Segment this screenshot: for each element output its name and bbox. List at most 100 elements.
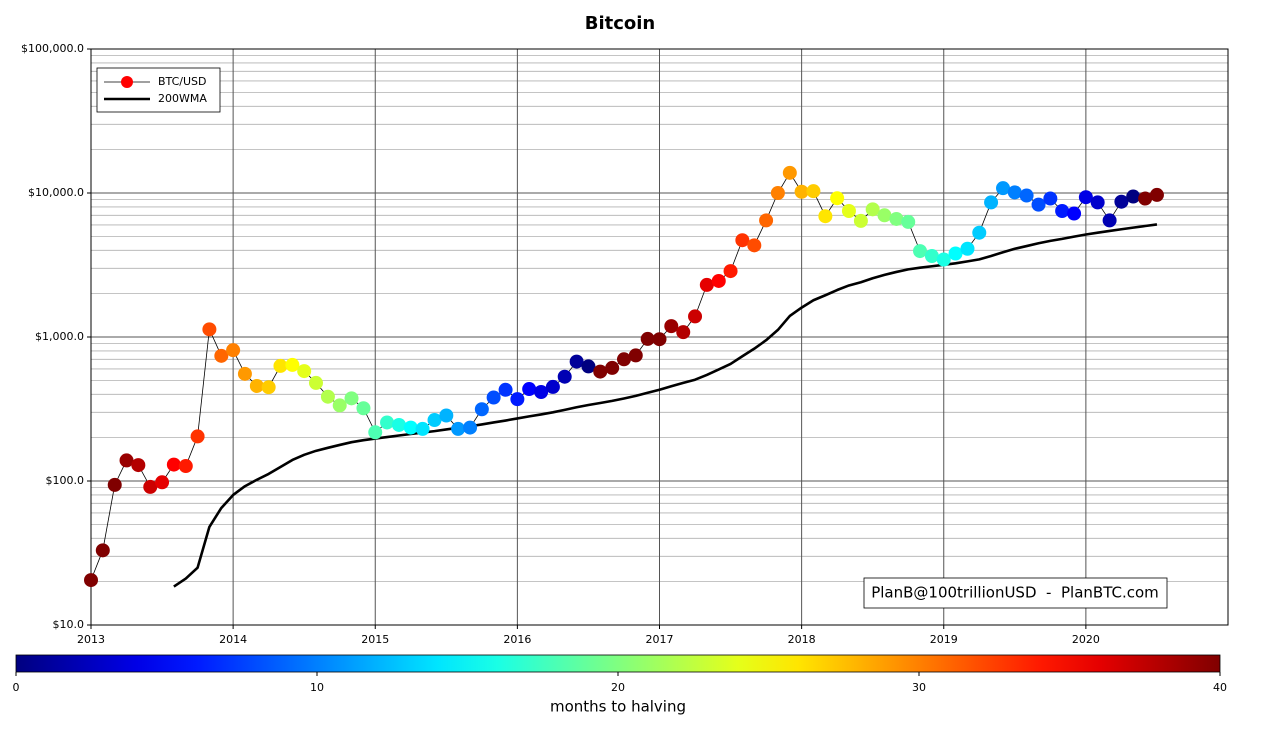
- btc-point: [451, 421, 466, 436]
- btc-point: [119, 453, 134, 468]
- colorbar-tick-label: 20: [611, 681, 625, 694]
- btc-point: [676, 325, 691, 340]
- btc-point: [486, 390, 501, 405]
- btc-point: [344, 391, 359, 406]
- y-tick-label: $100.0: [46, 474, 85, 487]
- btc-point: [984, 195, 999, 210]
- btc-point: [628, 348, 643, 363]
- x-tick-label: 2019: [930, 633, 958, 646]
- btc-point: [261, 380, 276, 395]
- btc-point: [285, 357, 300, 372]
- btc-point: [782, 165, 797, 180]
- btc-point: [273, 358, 288, 373]
- btc-point: [463, 420, 478, 435]
- colorbar-tick-label: 0: [13, 681, 20, 694]
- btc-point: [1067, 206, 1082, 221]
- btc-point: [1138, 191, 1153, 206]
- btc-point: [711, 273, 726, 288]
- plot-frame: [90, 48, 1229, 626]
- btc-point: [889, 211, 904, 226]
- btc-point: [403, 420, 418, 435]
- btc-point: [143, 479, 158, 494]
- y-tick-label: $10.0: [53, 618, 85, 631]
- btc-point: [474, 402, 489, 417]
- y-tick-label: $100,000.0: [21, 42, 84, 55]
- btc-point: [1031, 197, 1046, 212]
- btc-point: [226, 343, 241, 358]
- btc-point: [1019, 188, 1034, 203]
- btc-point: [605, 360, 620, 375]
- colorbar-label: months to halving: [550, 698, 686, 716]
- btc-point: [960, 241, 975, 256]
- btc-point: [830, 191, 845, 206]
- btc-point: [818, 209, 833, 224]
- btc-point: [1149, 187, 1164, 202]
- btc-point: [84, 573, 98, 588]
- btc-point: [841, 203, 856, 218]
- x-tick-label: 2014: [219, 633, 247, 646]
- btc-point: [332, 398, 347, 413]
- btc-point: [865, 202, 880, 217]
- btc-point: [1114, 194, 1129, 209]
- legend-box: [96, 67, 221, 113]
- btc-point: [1102, 213, 1117, 228]
- btc-point: [131, 458, 146, 473]
- btc-point: [545, 379, 560, 394]
- btc-point: [214, 348, 229, 363]
- btc-point: [901, 214, 916, 229]
- btc-point: [498, 382, 513, 397]
- btc-point: [759, 213, 774, 228]
- btc-point: [356, 401, 371, 416]
- btc-point: [1043, 191, 1058, 206]
- btc-point: [1090, 195, 1105, 210]
- btc-point: [95, 543, 110, 558]
- btc-point: [510, 392, 525, 407]
- btc-point: [877, 208, 892, 223]
- btc-point: [439, 408, 454, 423]
- btc-point: [996, 181, 1011, 196]
- btc-point: [616, 352, 631, 367]
- legend-label: 200WMA: [158, 92, 207, 105]
- btc-point: [522, 382, 537, 397]
- btc-point: [735, 233, 750, 248]
- btc-point: [936, 252, 951, 267]
- btc-point: [1007, 185, 1022, 200]
- btc-point: [155, 475, 170, 490]
- btc-point: [320, 389, 335, 404]
- y-tick-label: $10,000.0: [28, 186, 84, 199]
- x-tick-label: 2020: [1072, 633, 1100, 646]
- btc-point: [1055, 203, 1070, 218]
- btc-point: [178, 459, 193, 474]
- btc-point: [380, 415, 395, 430]
- legend-label: BTC/USD: [158, 75, 207, 88]
- x-tick-label: 2013: [77, 633, 105, 646]
- btc-point: [948, 246, 963, 261]
- btc-point: [688, 309, 703, 324]
- x-tick-label: 2018: [788, 633, 816, 646]
- btc-point: [699, 277, 714, 292]
- colorbar: [15, 654, 1221, 673]
- btc-point: [190, 429, 205, 444]
- wma-line: [173, 223, 1158, 588]
- btc-point: [853, 213, 868, 228]
- btc-point: [664, 319, 679, 334]
- btc-point: [806, 184, 821, 199]
- colorbar-tick-label: 10: [310, 681, 324, 694]
- x-tick-label: 2016: [503, 633, 531, 646]
- btc-point: [166, 457, 181, 472]
- btc-point: [723, 264, 738, 279]
- btc-point: [368, 425, 383, 440]
- btc-point: [652, 332, 667, 347]
- btc-point: [972, 225, 987, 240]
- legend-marker: [121, 76, 133, 88]
- btc-point: [747, 238, 762, 253]
- y-tick-label: $1,000.0: [35, 330, 84, 343]
- btc-point: [297, 364, 312, 379]
- btc-point: [924, 249, 939, 264]
- x-tick-label: 2017: [646, 633, 674, 646]
- btc-point: [427, 413, 442, 428]
- btc-point: [202, 322, 217, 337]
- chart-title: Bitcoin: [585, 13, 656, 34]
- btc-point: [249, 378, 264, 393]
